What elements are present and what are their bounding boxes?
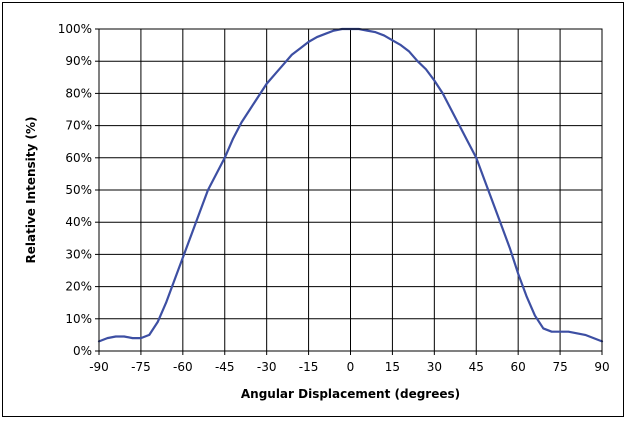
y-tick-label: 70% — [65, 119, 92, 133]
x-tick-label: -45 — [215, 360, 235, 374]
data-point — [207, 189, 209, 191]
data-point — [173, 279, 176, 281]
data-point — [475, 157, 478, 159]
data-point — [106, 337, 109, 339]
y-tick-label: 40% — [65, 215, 92, 229]
x-tick-label: 90 — [594, 360, 609, 374]
data-point — [500, 224, 503, 227]
data-point — [559, 330, 561, 333]
y-tick-label: 20% — [65, 280, 92, 294]
x-tick-label: -30 — [257, 360, 277, 374]
y-tick-label: 90% — [65, 54, 92, 68]
data-point — [534, 314, 536, 317]
data-point — [542, 327, 545, 330]
data-point — [366, 29, 369, 32]
plot-border — [98, 28, 603, 352]
y-tick-label: 60% — [65, 151, 92, 165]
data-point — [550, 330, 553, 333]
data-point — [400, 44, 402, 46]
data-point — [240, 121, 243, 124]
data-point — [483, 179, 486, 182]
x-tick-label: 0 — [347, 360, 355, 374]
y-tick-label: 0% — [73, 344, 92, 358]
data-point — [257, 95, 260, 98]
data-point — [156, 321, 159, 323]
data-point — [517, 272, 519, 275]
data-point — [576, 332, 578, 335]
data-point — [182, 256, 184, 259]
data-point — [282, 63, 285, 66]
data-point — [374, 31, 377, 34]
y-tick-label: 50% — [65, 183, 92, 197]
data-point — [416, 60, 419, 62]
y-axis-title: Relative Intensity (%) — [24, 117, 38, 264]
x-tick-label: 15 — [385, 360, 400, 374]
data-point — [508, 247, 511, 249]
x-tick-label: 75 — [552, 360, 567, 374]
data-point — [391, 39, 394, 42]
x-axis-tick-labels: -90 -75 -60 -45 -30 -15 0 15 30 45 60 75 90 — [89, 360, 609, 374]
x-axis-title: Angular Displacement (degrees) — [241, 387, 460, 401]
data-point — [467, 140, 469, 143]
data-point — [165, 301, 167, 304]
data-point — [332, 29, 335, 32]
data-point — [291, 53, 293, 56]
data-point — [492, 202, 494, 204]
data-point — [567, 330, 570, 333]
x-tick-label: -90 — [89, 360, 109, 374]
data-point — [450, 108, 452, 111]
data-point — [223, 157, 226, 159]
data-point — [249, 108, 251, 111]
data-point — [148, 334, 151, 336]
data-point — [190, 234, 193, 236]
data-point — [274, 73, 276, 75]
data-point — [114, 335, 117, 338]
y-axis-tick-labels: 0% 10% 20% 30% 40% 50% 60% 70% 80% 90% 100% — [58, 22, 92, 358]
data-point — [324, 33, 327, 35]
x-tick-label: 45 — [469, 360, 484, 374]
data-point — [441, 92, 444, 95]
y-tick-label: 100% — [58, 22, 92, 36]
data-point — [592, 337, 595, 339]
data-point — [123, 335, 125, 338]
data-point — [584, 334, 587, 336]
y-tick-label: 30% — [65, 247, 92, 261]
data-point — [307, 41, 310, 43]
line-chart: 0% 10% 20% 30% 40% 50% 60% 70% 80% 90% 100% -90 -75… — [24, 22, 610, 401]
data-point — [131, 337, 134, 339]
y-tick-label: 10% — [65, 312, 92, 326]
chart-frame: 0% 10% 20% 30% 40% 50% 60% 70% 80% 90% 100% -90 -75… — [2, 2, 624, 417]
data-point — [425, 68, 427, 71]
x-tick-label: -75 — [131, 360, 151, 374]
y-tick-label: 80% — [65, 86, 92, 100]
data-point — [265, 82, 268, 85]
x-tick-label: 60 — [511, 360, 526, 374]
x-tick-label: -60 — [173, 360, 193, 374]
x-tick-label: 30 — [427, 360, 442, 374]
data-point — [198, 211, 201, 214]
data-point — [383, 34, 385, 37]
data-point — [408, 50, 410, 53]
data-point — [140, 337, 142, 339]
data-point — [433, 79, 436, 82]
data-point — [525, 295, 528, 298]
data-point — [232, 137, 234, 140]
data-point — [215, 173, 218, 175]
data-point — [458, 124, 461, 127]
data-point — [316, 36, 318, 38]
x-tick-label: -15 — [299, 360, 319, 374]
data-point — [299, 47, 302, 50]
